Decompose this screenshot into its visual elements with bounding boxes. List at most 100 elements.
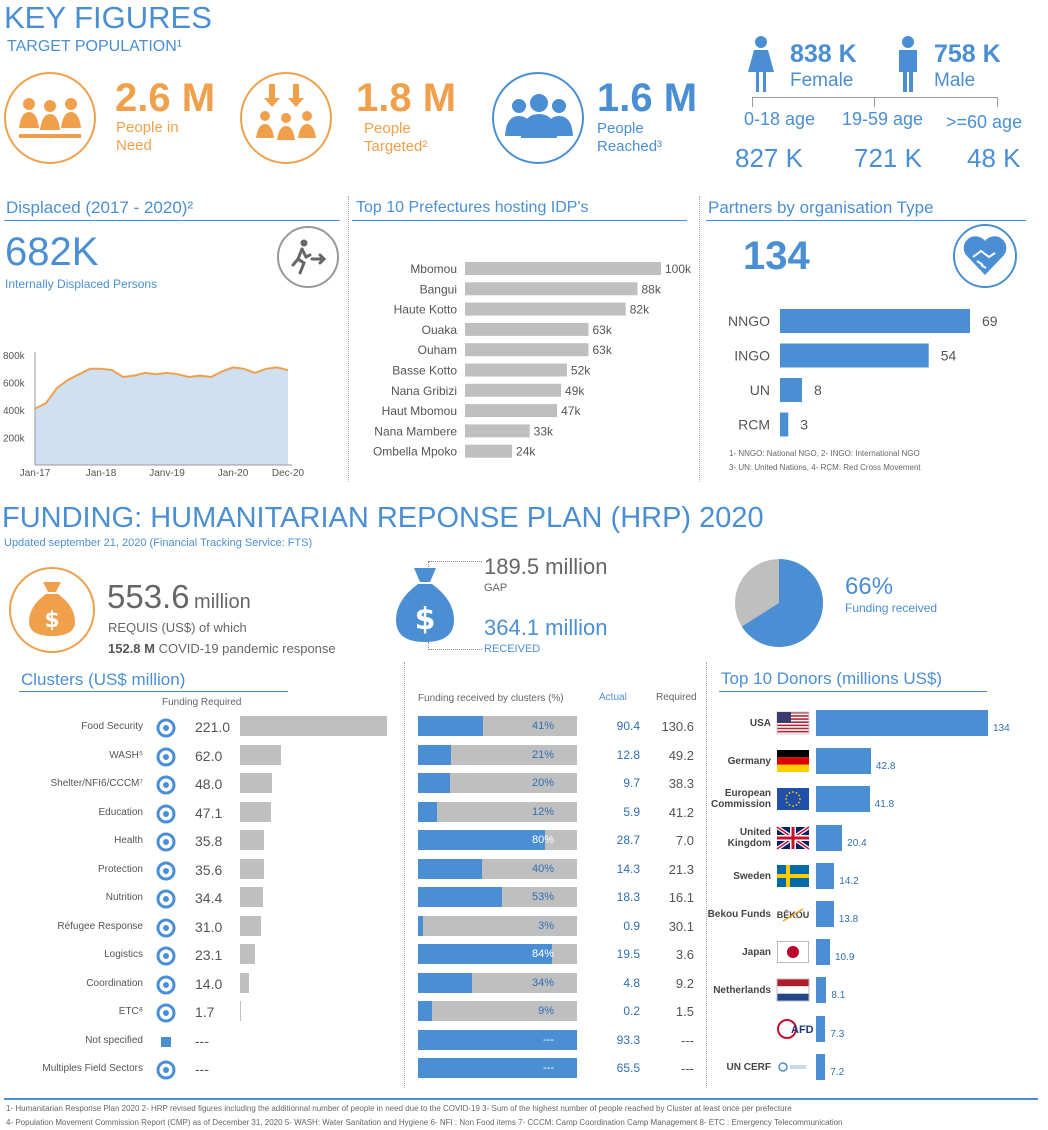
gap-value: 189.5 million — [484, 554, 608, 579]
cluster-actual-value: 0.9 — [623, 918, 640, 933]
prefecture-bar — [465, 302, 626, 316]
prefecture-bar — [465, 404, 558, 418]
cluster-required-bar — [240, 944, 256, 964]
cluster-received-bar — [418, 830, 546, 850]
donor-bar — [816, 748, 871, 775]
cluster-required-2-value: 9.2 — [675, 975, 694, 991]
cluster-required-2-value: 3.6 — [675, 947, 694, 962]
prefecture-label: Mbomou — [410, 262, 457, 276]
age-label-19-59: 19-59 age — [842, 109, 924, 129]
partners-bar-chart: NNGO 69 INGO 54 UN 8 RCM 3 — [728, 309, 998, 437]
donor-value-label: 7.2 — [830, 1066, 845, 1078]
cluster-required-bar — [240, 830, 264, 850]
cluster-actual-value: 90.4 — [616, 719, 640, 733]
cluster-required-bar — [240, 887, 263, 907]
donor-value-label: 7.3 — [830, 1028, 845, 1040]
people-in-need-label-2: Need — [116, 137, 152, 154]
donor-bar — [816, 824, 843, 851]
cluster-label: Protection — [97, 863, 143, 875]
divider-1 — [348, 196, 349, 482]
cluster-received-pct-label: --- — [543, 1033, 554, 1046]
prefecture-value-label: 47k — [561, 404, 581, 418]
donors-title: Top 10 Donors (millions US$) — [721, 669, 943, 688]
cluster-received-bar-bg — [418, 773, 577, 793]
japan-flag-icon — [777, 941, 809, 964]
age-label-60-plus: >=60 age — [946, 112, 1023, 132]
cluster-received-pct-label: 12% — [531, 805, 554, 818]
prefectures-title-underline — [352, 220, 687, 221]
donor-label: UN CERF — [726, 1061, 771, 1073]
partners-title-underline — [706, 220, 1026, 221]
cluster-required-2-value: 7.0 — [675, 833, 694, 848]
people-reached-label-2: Reached³ — [597, 138, 663, 155]
donor-label: Bekou Funds — [707, 909, 771, 920]
donor-bar — [816, 901, 834, 927]
gap-label: GAP — [484, 582, 508, 594]
donor-value-label: 10.9 — [834, 952, 855, 964]
partners-note-2: 3- UN: United Nations, 4- RCM: Red Cross… — [729, 463, 921, 472]
pct-value: 66% — [845, 573, 894, 600]
cluster-label: Nutrition — [105, 892, 143, 903]
cluster-required-bar — [240, 773, 272, 793]
idp-x-tick: Jan-17 — [20, 468, 51, 479]
cluster-received-bar — [418, 716, 484, 736]
idp-area-fill — [35, 367, 288, 465]
prefecture-value-label: 33k — [534, 424, 554, 438]
idp-y-tick: 400k — [3, 406, 26, 417]
cluster-actual-value: 4.8 — [623, 975, 640, 990]
cluster-label: Health — [114, 835, 143, 846]
svg-text:$: $ — [44, 608, 59, 633]
cluster-label: Multiples Field Sectors — [42, 1063, 143, 1074]
displaced-title-underline — [4, 220, 340, 221]
cluster-required-2-value: 41.2 — [668, 804, 694, 820]
displaced-label: Internally Displaced Persons — [5, 277, 158, 291]
gap-leader — [428, 561, 482, 569]
cluster-label: Réfugee Response — [57, 920, 143, 932]
partner-value-label: 69 — [982, 313, 998, 329]
afd-logo-icon: AFD — [777, 1018, 814, 1039]
un-cerf-logo-icon — [778, 1062, 806, 1072]
clusters-col-actual: Actual — [599, 692, 627, 703]
page-title: KEY FIGURES — [4, 0, 212, 35]
cluster-received-bar — [418, 744, 452, 765]
cluster-received-pct-label: --- — [543, 1062, 554, 1074]
donor-value-label: 14.2 — [839, 875, 859, 887]
partner-type-label: UN — [750, 382, 770, 398]
cluster-required-value: 31.0 — [195, 918, 223, 935]
prefecture-value-label: 24k — [516, 445, 536, 459]
uk-flag-icon — [775, 824, 811, 851]
cluster-received-bar-bg — [418, 801, 577, 822]
education-book-icon — [156, 804, 176, 823]
partner-bar — [780, 412, 789, 437]
donor-label: European — [724, 788, 771, 800]
cluster-label: WASH⁵ — [109, 749, 143, 761]
donor-bar — [816, 1015, 826, 1042]
female-label: Female — [790, 70, 854, 91]
idp-area-line — [34, 366, 289, 410]
usa-flag-icon — [776, 711, 810, 735]
cluster-received-bar — [418, 1058, 577, 1078]
prefecture-value-label: 63k — [592, 343, 612, 357]
cluster-required-value: 14.0 — [195, 975, 223, 992]
divider-3 — [404, 662, 405, 1088]
people-targeted-circle — [240, 72, 332, 164]
cluster-required-bar — [240, 1001, 242, 1021]
prefecture-label: Ouham — [418, 343, 457, 357]
cluster-required-2-value: 16.1 — [668, 890, 694, 905]
cluster-actual-value: 19.5 — [616, 947, 640, 961]
cluster-received-pct-label: 41% — [531, 720, 554, 732]
age-label-0-18: 0-18 age — [744, 109, 816, 129]
displaced-value: 682K — [5, 230, 99, 274]
coordination-arrows-icon — [156, 975, 176, 994]
prefecture-value-label: 52k — [571, 364, 591, 378]
donor-label: USA — [749, 718, 771, 729]
funding-title: FUNDING: HUMANITARIAN REPONSE PLAN (HRP)… — [2, 502, 764, 534]
donor-label: Kingdom — [727, 837, 771, 849]
prefecture-value-label: 88k — [641, 282, 661, 296]
cluster-label: Logistics — [104, 949, 143, 960]
donor-label: Japan — [742, 947, 771, 959]
cluster-received-pct-label: 80% — [531, 834, 554, 846]
footer-rule — [4, 1098, 1038, 1100]
cluster-required-value: 47.1 — [195, 804, 223, 821]
bekou-logo-icon: BÊKOU — [777, 908, 809, 922]
